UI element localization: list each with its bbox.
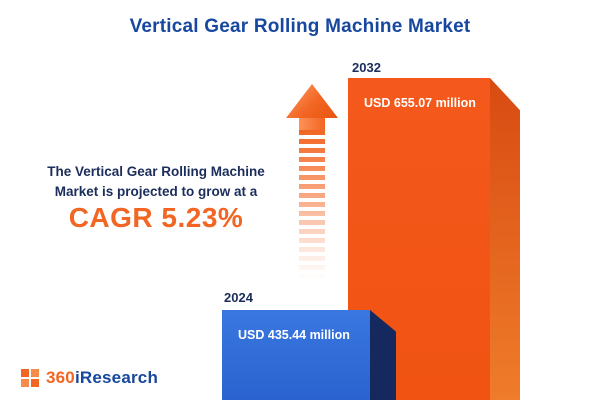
cagr-value: CAGR 5.23% bbox=[68, 202, 244, 233]
brand-logo: 360iResearch bbox=[20, 368, 158, 388]
annotation-line1: The Vertical Gear Rolling Machine bbox=[47, 164, 265, 179]
logo-icon bbox=[21, 369, 39, 387]
bar-2024-value-label: USD 435.44 million bbox=[238, 328, 350, 342]
bar-2032-value-label: USD 655.07 million bbox=[364, 96, 476, 110]
logo-suffix: iResearch bbox=[74, 368, 159, 387]
growth-arrow-icon bbox=[286, 84, 338, 284]
bar-2024: USD 435.44 million bbox=[222, 310, 370, 400]
chart-title: Vertical Gear Rolling Machine Market bbox=[129, 16, 471, 37]
bar-2032-year-label: 2032 bbox=[352, 60, 381, 75]
logo-prefix: 360 bbox=[46, 368, 75, 387]
annotation-text: The Vertical Gear Rolling Machine Market… bbox=[18, 162, 294, 201]
arrow-head bbox=[286, 84, 338, 118]
logo-text: 360iResearch bbox=[46, 368, 158, 388]
bar-2024-year-label: 2024 bbox=[224, 290, 253, 305]
arrow-shaft bbox=[299, 118, 325, 130]
annotation-line2: Market is projected to grow at a bbox=[54, 183, 258, 199]
arrow-stripes bbox=[299, 130, 325, 280]
bar-2032-side-face bbox=[490, 78, 520, 400]
